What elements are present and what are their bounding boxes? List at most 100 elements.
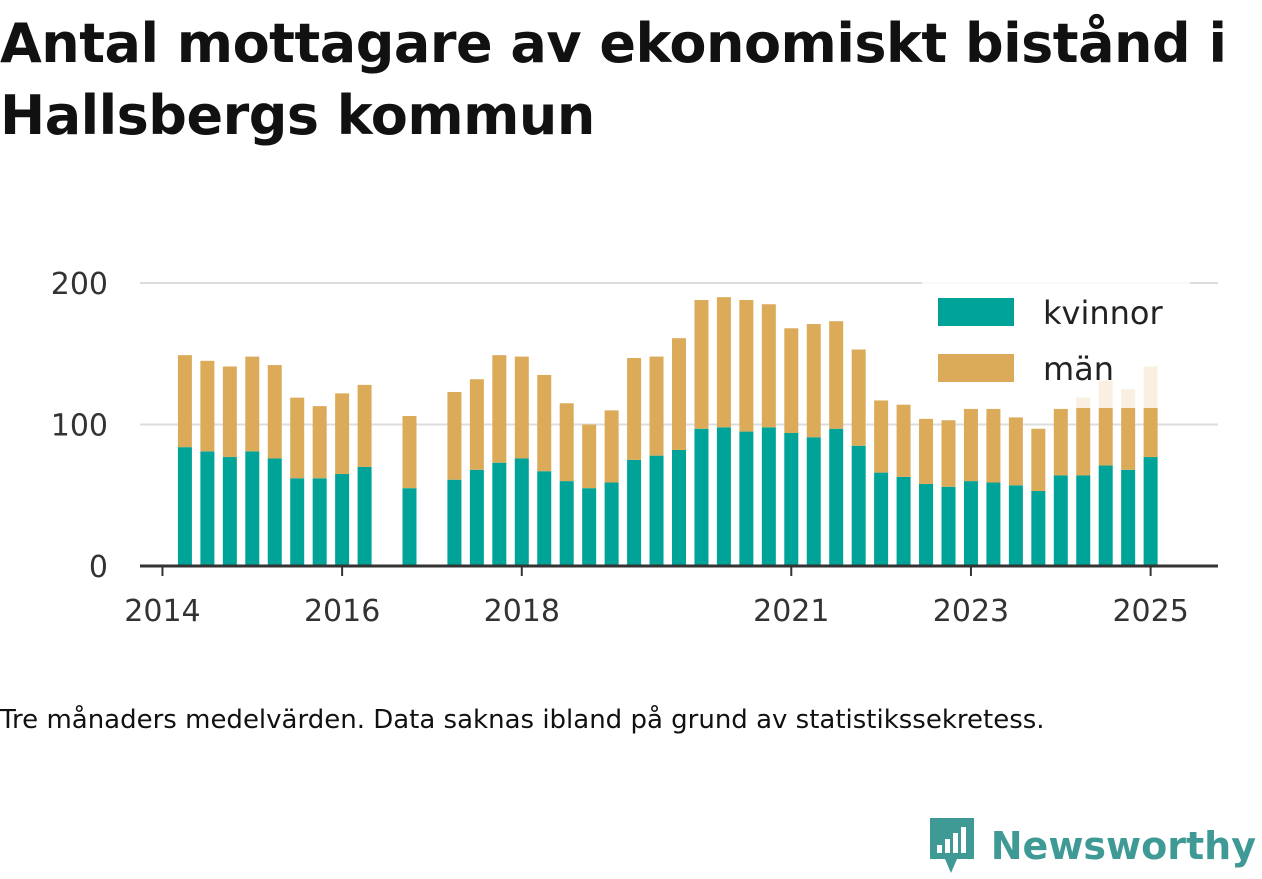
bar-man	[1053, 408, 1068, 476]
bar-kvinnor	[335, 474, 350, 566]
bar-man	[829, 321, 844, 429]
bar-man	[919, 418, 934, 484]
x-tick-label: 2016	[304, 594, 380, 629]
bar-man	[290, 397, 305, 479]
bar-man	[582, 424, 597, 489]
bar-man	[851, 349, 866, 446]
bar-kvinnor	[851, 445, 866, 566]
bar-kvinnor	[537, 471, 552, 566]
bar-kvinnor	[941, 486, 956, 566]
bar-kvinnor	[1098, 465, 1113, 566]
bar-kvinnor	[649, 455, 664, 566]
y-tick-label: 0	[89, 550, 108, 585]
bar-kvinnor	[290, 478, 305, 566]
bar-kvinnor	[492, 462, 507, 566]
bar-kvinnor	[829, 428, 844, 566]
bar-kvinnor	[447, 479, 462, 566]
y-tick-label: 100	[51, 409, 108, 444]
y-tick-label: 200	[51, 267, 108, 302]
bar-man	[1121, 389, 1136, 470]
brand-logo: Newsworthy	[927, 815, 1256, 877]
legend-swatch-kvinnor	[938, 298, 1014, 326]
bar-kvinnor	[402, 488, 417, 566]
bar-kvinnor	[963, 481, 978, 566]
bar-kvinnor	[1121, 469, 1136, 566]
bar-man	[514, 356, 529, 459]
newsworthy-logo-icon	[929, 818, 974, 873]
bar-man	[1031, 428, 1046, 492]
bar-man	[761, 304, 776, 428]
bar-kvinnor	[874, 472, 889, 566]
x-tick-label: 2021	[753, 594, 829, 629]
bar-kvinnor	[1076, 475, 1091, 566]
bar-man	[649, 356, 664, 456]
bar-man	[267, 365, 282, 459]
bar-kvinnor	[604, 482, 619, 566]
bar-man	[222, 366, 237, 458]
bar-man	[357, 384, 372, 467]
bar-kvinnor	[312, 478, 327, 566]
bar-man	[245, 356, 260, 452]
bar-kvinnor	[1031, 491, 1046, 566]
bar-man	[739, 299, 754, 432]
bar-kvinnor	[986, 482, 1001, 566]
bar-man	[672, 338, 686, 450]
bar-man	[469, 379, 484, 470]
bar-man	[177, 355, 192, 448]
bar-kvinnor	[716, 427, 731, 566]
bar-kvinnor	[627, 459, 642, 566]
bar-kvinnor	[1143, 457, 1158, 566]
stacked-bar-chart: 0 100 200 2014 2016 2018 2021 2023 2025 kvinnor m…	[51, 267, 1218, 629]
bar-man	[1008, 417, 1023, 486]
bar-man	[986, 408, 1001, 483]
chart-note: Tre månaders medelvärden. Data saknas ib…	[0, 705, 1045, 735]
x-tick-label: 2025	[1112, 594, 1188, 629]
bar-kvinnor	[806, 437, 821, 566]
legend-label: kvinnor	[1043, 294, 1164, 332]
bar-man	[492, 355, 507, 463]
bar-man	[559, 403, 574, 482]
bar-man	[716, 297, 731, 428]
bar-kvinnor	[896, 476, 911, 566]
bar-man	[312, 406, 327, 479]
bar-kvinnor	[200, 451, 215, 566]
bar-man	[627, 357, 642, 460]
bar-kvinnor	[739, 431, 754, 566]
bar-man	[784, 328, 799, 433]
bar-kvinnor	[357, 466, 372, 566]
bar-man	[941, 420, 956, 487]
bar-man	[1076, 397, 1091, 476]
bar-kvinnor	[1008, 485, 1023, 566]
bar-kvinnor	[267, 458, 282, 566]
bar-kvinnor	[784, 432, 799, 566]
bar-man	[963, 408, 978, 482]
legend: kvinnor män	[922, 282, 1190, 408]
legend-label: män	[1043, 350, 1114, 388]
bar-kvinnor	[761, 427, 776, 566]
bar-kvinnor	[694, 428, 709, 566]
bar-kvinnor	[222, 457, 237, 566]
brand-name: Newsworthy	[990, 824, 1256, 868]
bar-kvinnor	[582, 488, 597, 566]
x-tick-label: 2023	[933, 594, 1009, 629]
bar-man	[402, 416, 417, 489]
x-tick-label: 2018	[484, 594, 560, 629]
bar-kvinnor	[559, 481, 574, 566]
bar-kvinnor	[245, 451, 260, 566]
bar-man	[537, 374, 552, 472]
bar-kvinnor	[672, 449, 686, 566]
bar-kvinnor	[177, 447, 192, 566]
chart-title: Antal mottagare av ekonomiskt bistånd i …	[0, 12, 1227, 147]
bar-kvinnor	[469, 469, 484, 566]
bar-man	[447, 391, 462, 480]
x-tick-label: 2014	[124, 594, 200, 629]
bar-man	[806, 324, 821, 438]
bar-kvinnor	[514, 458, 529, 566]
bar-kvinnor	[1053, 475, 1068, 566]
bar-kvinnor	[919, 483, 934, 566]
bar-man	[335, 393, 350, 475]
axes: 0 100 200 2014 2016 2018 2021 2023 2025	[51, 267, 1218, 629]
bar-man	[896, 404, 911, 477]
bar-man	[694, 299, 709, 429]
legend-swatch-man	[938, 354, 1014, 382]
